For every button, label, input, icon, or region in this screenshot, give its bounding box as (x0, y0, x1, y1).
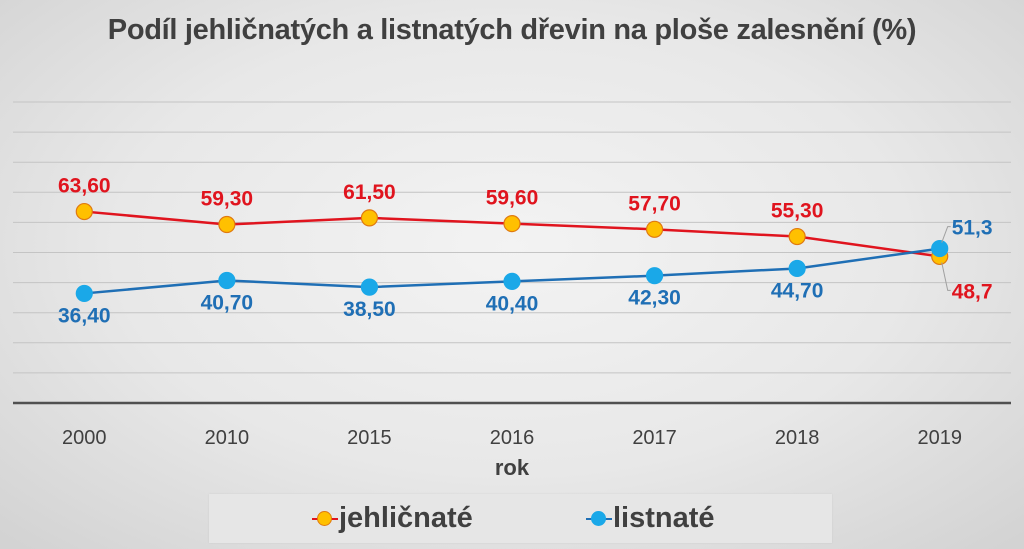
leader-line (941, 262, 951, 291)
data-label: 42,30 (628, 287, 681, 310)
data-label: 61,50 (343, 181, 396, 204)
x-tick-label: 2010 (205, 427, 250, 449)
x-tick-label: 2018 (775, 427, 820, 449)
legend: jehličnaté listnaté (209, 494, 832, 543)
data-point (788, 227, 806, 246)
data-point (645, 220, 664, 238)
legend-label-listnate: listnaté (613, 502, 715, 534)
data-point (360, 209, 379, 227)
data-label: 40,40 (486, 292, 539, 315)
legend-item-jehlicnate: jehličnaté (312, 502, 473, 535)
data-label: 48,7 (952, 280, 993, 303)
legend-item-listnate: listnaté (586, 502, 715, 535)
data-label: 59,30 (201, 188, 254, 211)
data-label: 40,70 (201, 291, 254, 314)
gridlines (13, 101, 1011, 374)
data-labels: 63,60 59,30 61,50 59,60 57,70 55,30 48,7 36,40 4… (58, 175, 993, 328)
data-label: 59,60 (486, 187, 539, 210)
legend-label-jehlicnate: jehličnaté (339, 502, 473, 534)
x-tick-label: 2015 (347, 427, 392, 449)
x-tick-label: 2019 (917, 427, 962, 449)
leader-line (941, 226, 951, 243)
series-group (75, 202, 949, 303)
data-point (75, 284, 93, 303)
data-point (931, 239, 949, 258)
data-point (645, 267, 664, 285)
data-point (503, 272, 521, 290)
data-point (218, 215, 236, 234)
data-point (360, 278, 379, 296)
x-tick-label: 2000 (62, 427, 107, 449)
x-tick-label: 2017 (632, 427, 677, 449)
legend-marker-jehlicnate (312, 506, 338, 532)
x-axis-title: rok (495, 455, 530, 480)
data-label: 38,50 (343, 298, 396, 321)
x-tick-label: 2016 (490, 427, 535, 449)
data-label: 63,60 (58, 175, 111, 198)
data-label: 51,3 (952, 217, 993, 240)
data-label: 44,70 (771, 279, 824, 302)
data-label: 36,40 (58, 304, 111, 327)
data-point (75, 202, 93, 221)
data-label: 55,30 (771, 200, 824, 223)
data-point (503, 215, 521, 233)
x-tick-labels: 2000 2010 2015 2016 2017 2018 2019 (62, 427, 962, 449)
data-label: 57,70 (628, 192, 681, 215)
data-point (788, 259, 806, 278)
legend-marker-listnate (586, 506, 612, 532)
data-point (218, 271, 236, 290)
chart-title: Podíl jehličnatých a listnatých dřevin n… (107, 14, 917, 46)
